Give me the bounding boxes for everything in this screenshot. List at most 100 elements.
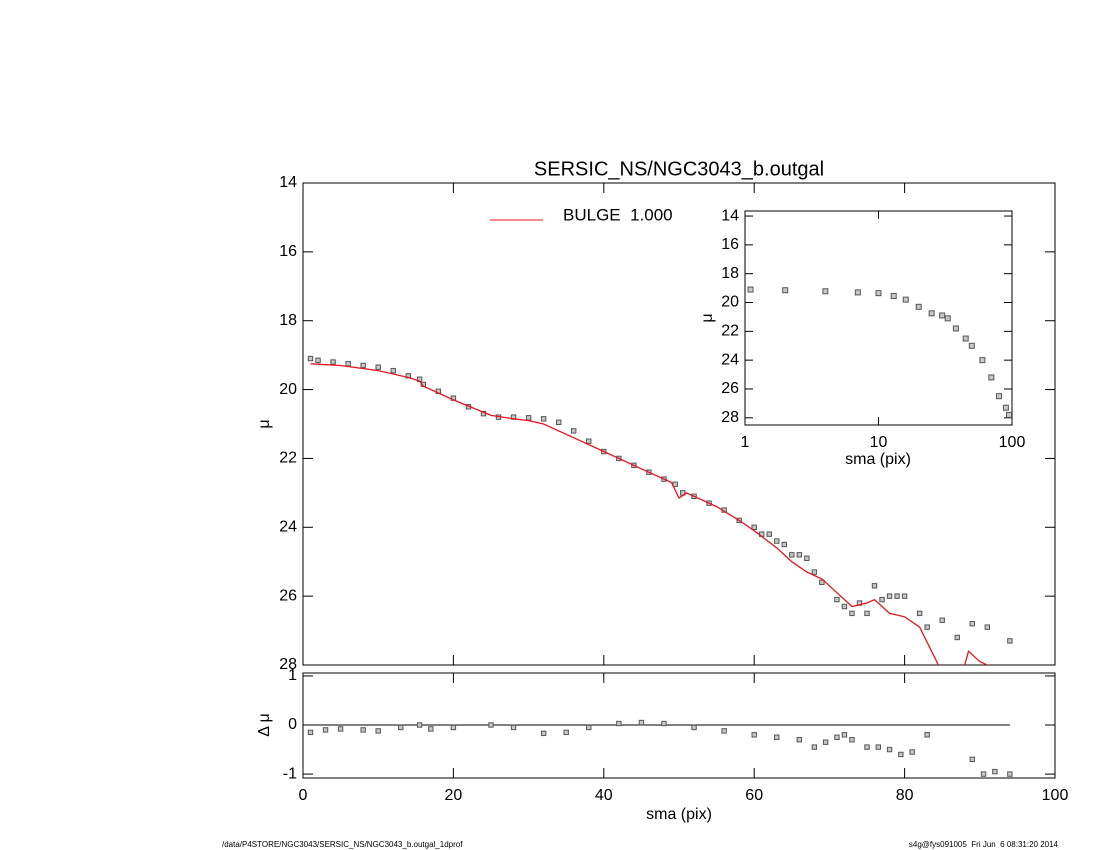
data-point [879,596,885,603]
data-point [721,728,727,734]
x-axis-label: sma (pix) [845,451,911,468]
y-axis-label: μ [256,419,273,428]
model-line [310,363,989,665]
data-point [968,342,975,349]
x-tick-label: 10 [870,434,888,451]
data-point [691,724,697,731]
data-point [540,730,547,737]
data-point [886,746,893,753]
y-tick-label: 14 [721,207,739,224]
y-axis-label: μ [699,313,716,322]
data-point [782,287,789,294]
data-point [1007,771,1013,777]
y-tick-label: 16 [279,243,297,260]
data-point [345,361,351,367]
y-tick-label: 1 [288,667,297,684]
y-tick-label: 24 [721,351,739,368]
data-point [894,593,900,599]
chart-title: SERSIC_NS/NGC3043_b.outgal [534,158,824,180]
y-tick-label: 28 [721,409,739,426]
plot-frame [302,182,1056,666]
x-tick-label: 80 [896,787,914,804]
data-point [909,749,915,755]
y-tick-label: 16 [721,236,739,253]
data-point [398,724,404,731]
footer-right: s4g@fys091005 Fri Jun 6 08:31:20 2014 [909,840,1059,849]
y-tick-label: 22 [721,323,739,340]
data-point [563,729,569,736]
data-point [1007,638,1013,644]
data-point [661,720,667,727]
data-point [980,771,987,777]
data-point [924,732,930,738]
data-point [996,393,1003,400]
data-point [510,724,517,731]
data-point [540,416,547,422]
x-tick-label: 40 [595,787,613,804]
data-point [969,620,975,627]
data-point [875,744,881,750]
data-point [586,724,592,731]
y-tick-label: 26 [721,380,739,397]
x-tick-label: 1 [741,434,750,451]
data-point [804,555,810,561]
data-point [902,296,909,303]
data-point [988,374,995,381]
data-point [360,362,366,369]
data-point [416,722,423,728]
data-point [939,312,946,319]
data-point [834,596,840,603]
y-tick-label: 20 [279,381,297,398]
data-point [450,724,457,731]
data-point [1006,411,1012,418]
data-point [525,415,532,421]
data-point [875,290,882,297]
data-point [928,310,935,317]
data-point [834,734,840,740]
data-point [428,726,434,732]
data-point [796,552,803,558]
data-point [924,624,930,630]
y-tick-label: -1 [283,765,297,782]
data-point [841,603,848,610]
y-tick-label: 22 [279,450,297,467]
data-point [751,732,757,738]
x-tick-label: 100 [1042,787,1069,804]
data-point [571,428,577,434]
data-point [890,293,897,300]
data-point [307,355,314,362]
data-point [774,538,780,544]
x-tick-label: 60 [745,787,763,804]
y-tick-label: 0 [288,716,297,733]
x-tick-label: 100 [999,434,1026,451]
legend-label: BULGE 1.000 [563,205,673,224]
data-point [375,364,381,370]
data-point [1002,404,1009,411]
data-point [822,288,829,295]
x-tick-label: 20 [445,787,463,804]
data-point [898,751,904,758]
data-point [979,357,986,364]
data-point [822,739,829,745]
data-point [819,579,825,586]
data-point [944,315,951,322]
data-point [751,524,757,530]
data-point [939,617,945,623]
data-point [811,569,818,575]
y-tick-label: 18 [279,312,297,329]
data-point [315,357,321,364]
data-point [375,728,381,734]
x-axis-label: sma (pix) [646,806,712,823]
data-point [322,727,329,733]
data-point [915,303,922,310]
data-point [555,419,562,425]
y-tick-label: 26 [279,587,297,604]
data-point [766,531,772,537]
y-tick-label: 14 [279,174,297,191]
data-point [774,734,780,740]
data-point [969,756,975,763]
data-point [849,737,855,743]
data-point [901,593,908,599]
data-point [952,325,959,332]
